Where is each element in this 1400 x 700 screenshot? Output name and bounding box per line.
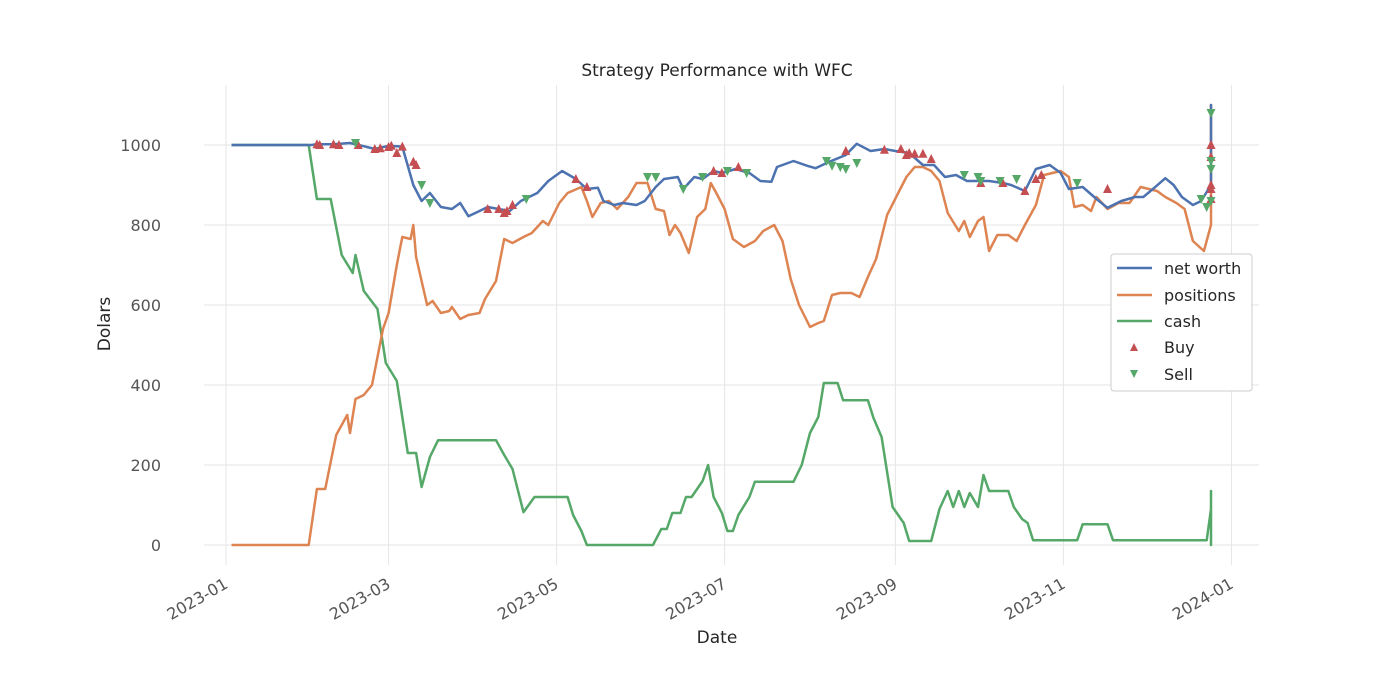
buy-marker bbox=[1206, 184, 1216, 193]
sell-marker bbox=[976, 177, 986, 186]
sell-marker bbox=[742, 169, 752, 178]
series-line-cash bbox=[231, 143, 1213, 547]
buy-marker bbox=[1102, 184, 1112, 193]
legend-label-buy: Buy bbox=[1164, 338, 1195, 357]
legend-marker-buy bbox=[1130, 343, 1138, 351]
legend-label-positions: positions bbox=[1164, 286, 1236, 305]
sell-marker bbox=[822, 157, 832, 166]
markers-layer bbox=[312, 109, 1216, 217]
legend-label-net-worth: net worth bbox=[1164, 259, 1241, 278]
tick-labels: 0 200 400 600 800 1000 2023-01 2023-03 2023-05 20… bbox=[120, 136, 1236, 624]
buy-marker bbox=[494, 204, 504, 213]
buy-marker bbox=[483, 204, 493, 213]
x-tick-label: 2023-01 bbox=[164, 574, 231, 624]
x-tick-label: 2023-05 bbox=[494, 574, 561, 624]
buy-marker bbox=[1020, 186, 1030, 195]
sell-marker bbox=[1206, 109, 1216, 118]
x-tick-label: 2023-11 bbox=[1001, 574, 1068, 624]
buy-marker bbox=[717, 168, 727, 177]
buy-marker bbox=[411, 160, 421, 169]
x-tick-label: 2023-07 bbox=[662, 574, 729, 624]
legend-label-cash: cash bbox=[1164, 312, 1201, 331]
buy-marker bbox=[910, 148, 920, 158]
sell-marker bbox=[678, 185, 688, 194]
grid-lines bbox=[204, 85, 1259, 565]
y-tick-label: 200 bbox=[130, 456, 161, 475]
y-tick-label: 1000 bbox=[120, 136, 161, 155]
sell-marker bbox=[417, 181, 427, 190]
buy-marker bbox=[328, 139, 338, 149]
buy-marker bbox=[386, 140, 396, 150]
buy-marker bbox=[334, 140, 344, 149]
x-tick-label: 2023-03 bbox=[326, 574, 393, 624]
y-tick-label: 0 bbox=[151, 536, 161, 555]
sell-marker bbox=[1206, 165, 1216, 174]
buy-marker bbox=[896, 144, 906, 153]
sell-marker bbox=[651, 173, 661, 182]
buy-marker bbox=[582, 182, 592, 191]
buy-marker bbox=[1036, 170, 1046, 179]
x-tick-label: 2024-01 bbox=[1169, 574, 1236, 624]
x-axis-label: Date bbox=[697, 628, 738, 648]
buy-marker bbox=[508, 200, 518, 209]
y-axis-label: Dolars bbox=[95, 297, 115, 352]
sell-marker bbox=[841, 165, 851, 174]
sell-marker bbox=[827, 161, 837, 171]
sell-marker bbox=[642, 173, 652, 182]
y-tick-label: 800 bbox=[130, 216, 161, 235]
buy-marker bbox=[733, 162, 743, 171]
chart-title: Strategy Performance with WFC bbox=[581, 61, 852, 81]
buy-marker bbox=[841, 146, 851, 155]
buy-marker bbox=[1206, 140, 1216, 149]
series-layer bbox=[231, 103, 1213, 547]
series-line-net-worth bbox=[231, 103, 1213, 218]
sell-marker bbox=[351, 139, 361, 148]
buy-marker bbox=[918, 148, 928, 158]
x-tick-label: 2023-09 bbox=[833, 574, 900, 624]
legend-label-sell: Sell bbox=[1164, 365, 1193, 384]
series-line-positions bbox=[231, 103, 1213, 547]
sell-marker bbox=[1072, 179, 1082, 188]
sell-marker bbox=[959, 171, 969, 180]
buy-marker bbox=[1031, 174, 1041, 183]
sell-marker bbox=[1202, 203, 1212, 212]
sell-marker bbox=[852, 159, 862, 168]
buy-marker bbox=[397, 141, 407, 151]
sell-marker bbox=[995, 177, 1005, 186]
sell-marker bbox=[1196, 195, 1206, 204]
buy-marker bbox=[375, 143, 385, 153]
y-tick-label: 600 bbox=[130, 296, 161, 315]
buy-marker bbox=[926, 154, 936, 163]
legend: net worth positions cash Buy Sell bbox=[1110, 253, 1253, 392]
sell-marker bbox=[698, 173, 708, 182]
sell-marker bbox=[1012, 175, 1022, 184]
buy-marker bbox=[879, 144, 889, 154]
sell-marker bbox=[521, 195, 531, 204]
buy-marker bbox=[709, 166, 719, 175]
sell-marker bbox=[1206, 197, 1216, 206]
buy-marker bbox=[571, 174, 581, 183]
sell-marker bbox=[722, 167, 732, 176]
buy-marker bbox=[904, 148, 914, 157]
sell-marker bbox=[425, 199, 435, 208]
y-tick-label: 400 bbox=[130, 376, 161, 395]
legend-box bbox=[1110, 253, 1253, 392]
sell-marker bbox=[1206, 157, 1216, 166]
legend-marker-sell bbox=[1130, 370, 1138, 378]
buy-marker bbox=[502, 206, 512, 215]
buy-marker bbox=[392, 148, 402, 157]
buy-marker bbox=[315, 140, 325, 149]
